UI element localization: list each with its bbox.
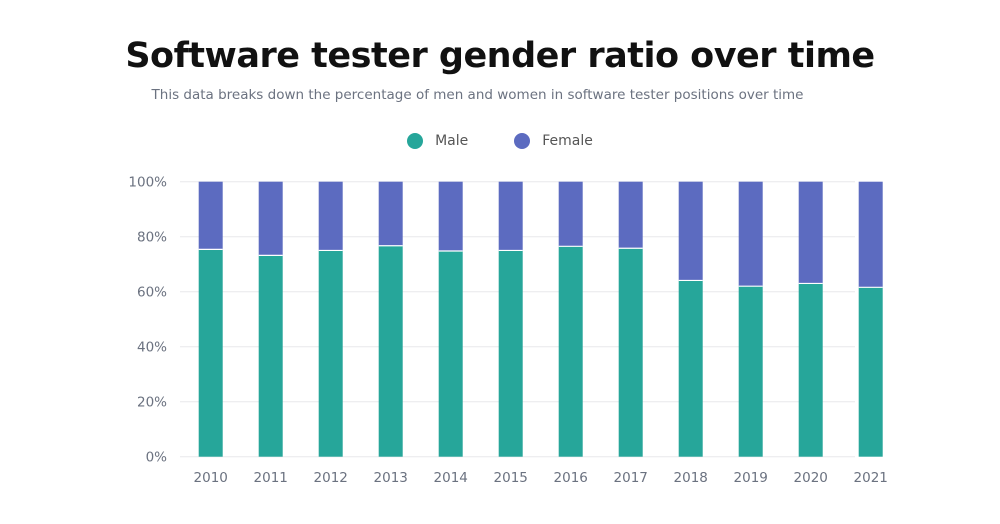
x-tick-label: 2015 bbox=[494, 470, 528, 486]
x-tick-label: 2019 bbox=[734, 470, 768, 486]
bar-male-2018 bbox=[678, 280, 703, 457]
legend-item-female[interactable]: Female bbox=[514, 133, 593, 149]
bar-female-2010 bbox=[198, 181, 223, 250]
bar-male-2020 bbox=[798, 283, 823, 457]
bar-female-2014 bbox=[438, 181, 463, 251]
y-tick-label: 80% bbox=[137, 230, 167, 246]
y-tick-label: 40% bbox=[137, 340, 167, 356]
x-tick-label: 2012 bbox=[314, 470, 348, 486]
bar-female-2015 bbox=[498, 181, 523, 251]
x-tick-label: 2016 bbox=[554, 470, 588, 486]
y-tick-label: 0% bbox=[146, 450, 168, 466]
bar-male-2011 bbox=[258, 255, 283, 457]
y-tick-label: 20% bbox=[137, 395, 167, 411]
chart-title: Software tester gender ratio over time bbox=[125, 36, 875, 76]
x-tick-label: 2011 bbox=[254, 470, 288, 486]
x-tick-label: 2018 bbox=[674, 470, 708, 486]
bar-female-2016 bbox=[558, 181, 583, 247]
bar-male-2010 bbox=[198, 249, 223, 457]
bar-female-2017 bbox=[618, 181, 643, 249]
legend-item-male[interactable]: Male bbox=[407, 133, 468, 149]
bar-female-2020 bbox=[798, 181, 823, 284]
chart-subtitle: This data breaks down the percentage of … bbox=[151, 87, 804, 103]
y-tick-label: 60% bbox=[137, 285, 167, 301]
bar-male-2012 bbox=[318, 250, 343, 457]
legend-label-female: Female bbox=[542, 133, 593, 149]
x-tick-label: 2014 bbox=[434, 470, 468, 486]
bar-female-2011 bbox=[258, 181, 283, 256]
x-tick-label: 2020 bbox=[794, 470, 828, 486]
x-tick-label: 2013 bbox=[374, 470, 408, 486]
bar-female-2019 bbox=[738, 181, 763, 287]
bar-male-2015 bbox=[498, 250, 523, 457]
bar-female-2021 bbox=[858, 181, 883, 288]
y-tick-label: 100% bbox=[128, 175, 167, 191]
legend-label-male: Male bbox=[435, 133, 469, 149]
bar-male-2013 bbox=[378, 245, 403, 457]
x-tick-label: 2010 bbox=[194, 470, 228, 486]
bar-male-2021 bbox=[858, 287, 883, 457]
bar-female-2018 bbox=[678, 181, 703, 281]
bar-male-2016 bbox=[558, 246, 583, 457]
bar-male-2019 bbox=[738, 286, 763, 457]
bar-male-2017 bbox=[618, 248, 643, 457]
bar-female-2013 bbox=[378, 181, 403, 246]
x-tick-label: 2017 bbox=[614, 470, 648, 486]
bar-male-2014 bbox=[438, 251, 463, 457]
male-swatch-icon bbox=[407, 133, 424, 149]
x-tick-label: 2021 bbox=[854, 470, 888, 486]
legend: Male Female bbox=[0, 133, 1000, 149]
bar-female-2012 bbox=[318, 181, 343, 251]
female-swatch-icon bbox=[514, 133, 531, 149]
